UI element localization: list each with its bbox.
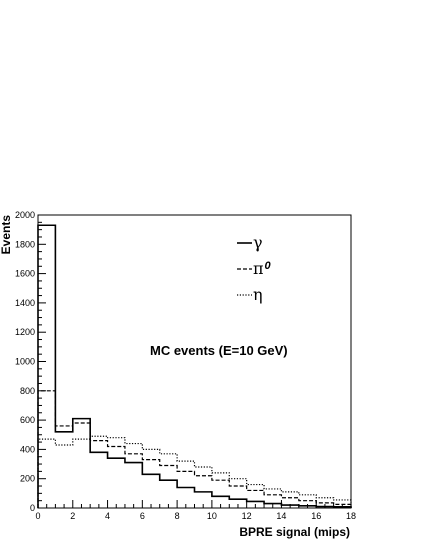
series-line-1 [37,390,352,508]
x-tick-label: 14 [276,511,286,521]
y-tick-label: 1400 [15,298,35,308]
x-tick-label: 12 [242,511,252,521]
x-tick-label: 6 [140,511,145,521]
x-tick-label: 4 [105,511,110,521]
chart-annotation: MC events (E=10 GeV) [150,343,288,358]
y-tick-label: 600 [20,415,35,425]
y-tick-label: 0 [30,503,35,513]
y-tick-label: 1600 [15,269,35,279]
y-tick-label: 1000 [15,357,35,367]
legend-label-0: γ [253,233,263,252]
y-tick-label: 200 [20,474,35,484]
x-tick-label: 16 [311,511,321,521]
y-tick-label: 2000 [15,210,35,220]
x-tick-label: 8 [175,511,180,521]
tick-layer: 0 2 4 6 8 10 12 14 16 18 0 200 400 600 800 1000 1200 1400… [15,210,356,521]
x-tick-label: 18 [346,511,356,521]
x-axis-title: BPRE signal (mips) [239,525,350,539]
y-tick-label: 800 [20,386,35,396]
series-layer [37,224,352,508]
legend-label-1: π0 [253,259,272,278]
y-tick-label: 1200 [15,327,35,337]
y-axis-title: Events [0,215,13,255]
legend-label-2: η [253,285,263,304]
x-tick-label: 10 [207,511,217,521]
x-tick-label: 0 [35,511,40,521]
x-tick-label: 2 [70,511,75,521]
legend-label-superscript: 0 [265,260,272,272]
y-tick-label: 400 [20,444,35,454]
y-tick-label: 1800 [15,239,35,249]
plot-frame [37,214,352,509]
legend: γ π0 η [237,233,272,304]
